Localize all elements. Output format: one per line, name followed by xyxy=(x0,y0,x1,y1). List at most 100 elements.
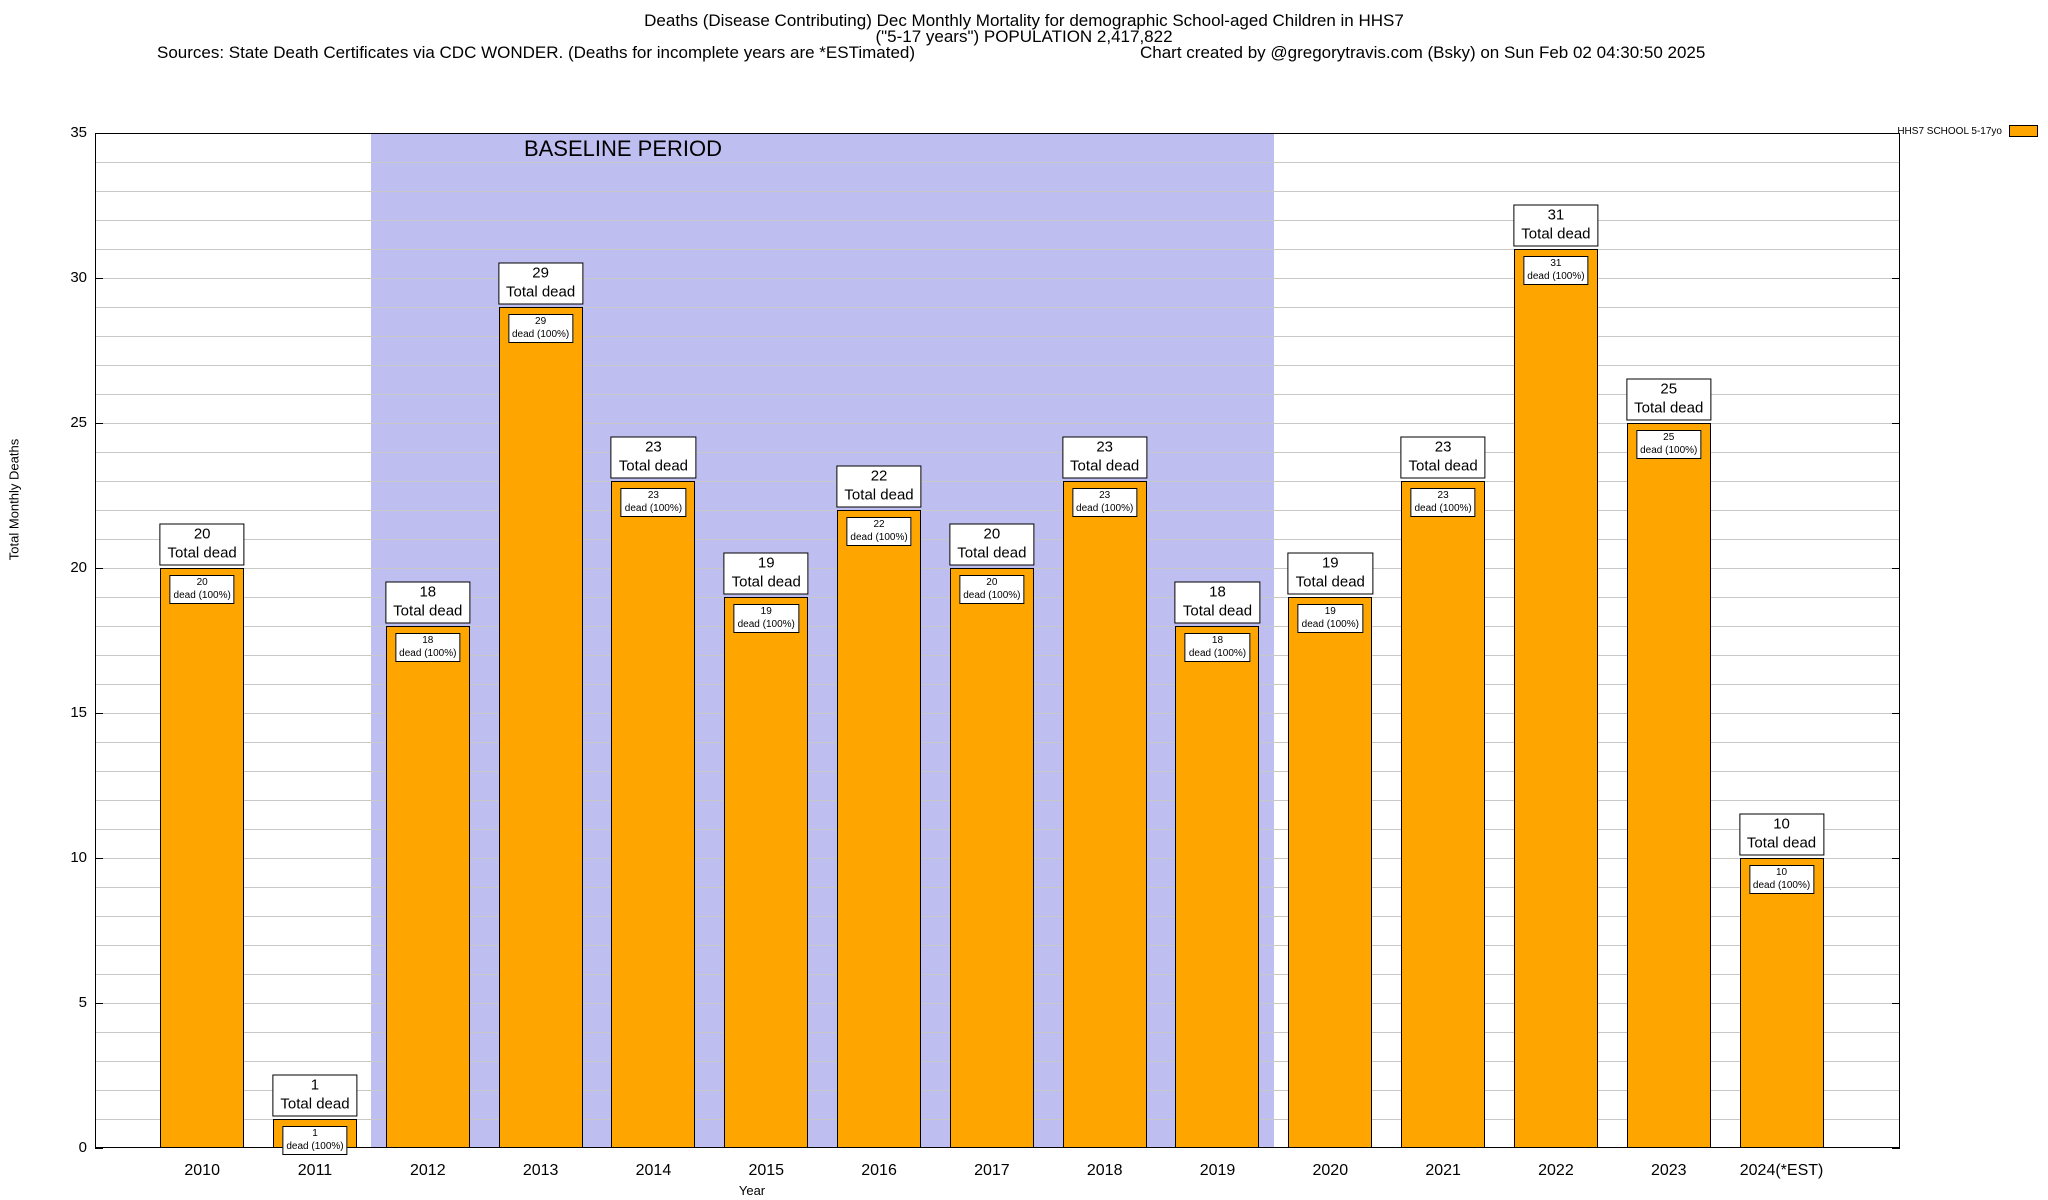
x-tick-label: 2022 xyxy=(1538,1162,1574,1179)
x-tick-label: 2023 xyxy=(1650,1162,1687,1179)
bar xyxy=(1513,249,1598,1148)
y-tickmark-right xyxy=(1892,857,1900,859)
x-tick-label: 2020 xyxy=(1312,1162,1349,1179)
legend-swatch xyxy=(2009,125,2038,137)
bar-total-label: 20 Total dead xyxy=(949,523,1035,565)
x-tick-label: 2024(*EST) xyxy=(1739,1162,1824,1179)
y-tickmark-right xyxy=(1892,132,1900,134)
y-tick-label: 20 xyxy=(70,559,87,576)
y-tickmark xyxy=(95,567,103,569)
bar xyxy=(385,626,470,1148)
gridline xyxy=(95,190,1900,192)
y-tickmark xyxy=(95,132,103,134)
bar xyxy=(1062,481,1147,1148)
bar-inner-label: 1 dead (100%) xyxy=(282,1126,348,1155)
bar-inner-label: 22 dead (100%) xyxy=(846,517,912,546)
gridline xyxy=(95,306,1900,308)
bar-total-label: 19 Total dead xyxy=(1287,552,1373,594)
bar xyxy=(1175,626,1260,1148)
y-tickmark-right xyxy=(1892,567,1900,569)
bar xyxy=(949,568,1034,1148)
bar-total-label: 23 Total dead xyxy=(1400,436,1486,478)
bar-total-label: 31 Total dead xyxy=(1513,204,1599,246)
chart-subtitle: ("5-17 years") POPULATION 2,417,822 xyxy=(875,27,1173,46)
bar-inner-label: 25 dead (100%) xyxy=(1636,430,1702,459)
y-tick-label: 15 xyxy=(70,704,87,721)
y-tick-label: 25 xyxy=(70,414,87,431)
x-axis-label: Year xyxy=(738,1183,766,1198)
y-tickmark xyxy=(95,857,103,859)
bar xyxy=(837,510,922,1148)
bar-total-label: 19 Total dead xyxy=(723,552,809,594)
x-tick-label: 2011 xyxy=(297,1162,333,1179)
bar xyxy=(498,307,583,1148)
x-tick-label: 2017 xyxy=(974,1162,1010,1179)
y-tickmark xyxy=(95,1147,103,1149)
x-tick-label: 2021 xyxy=(1425,1162,1461,1179)
bar-inner-label: 23 dead (100%) xyxy=(620,488,687,517)
gridline xyxy=(95,364,1900,366)
bar-total-label: 23 Total dead xyxy=(610,436,697,478)
bar-total-label: 22 Total dead xyxy=(836,465,922,507)
chart-credit: Chart created by @gregorytravis.com (Bsk… xyxy=(1140,43,1706,62)
bar-inner-label: 18 dead (100%) xyxy=(395,633,461,662)
bar-total-label: 10 Total dead xyxy=(1738,813,1825,855)
bar-inner-label: 29 dead (100%) xyxy=(507,314,574,343)
bar xyxy=(1739,858,1824,1148)
y-tickmark-right xyxy=(1892,422,1900,424)
gridline xyxy=(95,277,1900,279)
x-tick-label: 2012 xyxy=(410,1162,446,1179)
x-tick-label: 2019 xyxy=(1199,1162,1236,1179)
x-tick-label: 2018 xyxy=(1086,1162,1123,1179)
baseline-label: BASELINE PERIOD xyxy=(523,136,723,161)
bar-inner-label: 18 dead (100%) xyxy=(1184,633,1251,662)
chart-sources: Sources: State Death Certificates via CD… xyxy=(157,43,916,62)
gridline xyxy=(95,219,1900,221)
y-tick-label: 5 xyxy=(78,994,87,1011)
legend: HHS7 SCHOOL 5-17yo xyxy=(1897,125,2038,137)
bar-total-label: 1 Total dead xyxy=(272,1074,358,1116)
bar-inner-label: 10 dead (100%) xyxy=(1748,865,1815,894)
y-tickmark-right xyxy=(1892,712,1900,714)
bar xyxy=(1288,597,1373,1148)
bar-total-label: 18 Total dead xyxy=(1174,581,1261,623)
y-tickmark-right xyxy=(1892,1002,1900,1004)
gridline xyxy=(95,422,1900,424)
y-tickmark-right xyxy=(1892,1147,1900,1149)
y-tick-label: 0 xyxy=(78,1139,87,1156)
bar-total-label: 20 Total dead xyxy=(159,523,245,565)
y-tick-label: 30 xyxy=(70,269,87,286)
gridline xyxy=(95,509,1900,511)
chart-title: Deaths (Disease Contributing) Dec Monthl… xyxy=(644,11,1404,30)
bar xyxy=(160,568,245,1148)
x-tick-label: 2015 xyxy=(748,1162,785,1179)
gridline xyxy=(95,480,1900,482)
x-tick-label: 2016 xyxy=(861,1162,897,1179)
gridline xyxy=(95,335,1900,337)
bar xyxy=(1626,423,1711,1148)
y-tickmark xyxy=(95,277,103,279)
bar-inner-label: 19 dead (100%) xyxy=(733,604,799,633)
x-tick-label: 2014 xyxy=(635,1162,672,1179)
y-tick-label: 10 xyxy=(70,849,87,866)
gridline xyxy=(95,161,1900,163)
bar-total-label: 25 Total dead xyxy=(1626,378,1712,420)
bar xyxy=(1401,481,1486,1148)
bar-inner-label: 31 dead (100%) xyxy=(1523,256,1589,285)
bar-inner-label: 20 dead (100%) xyxy=(169,575,235,604)
bar-inner-label: 23 dead (100%) xyxy=(1410,488,1476,517)
y-tickmark xyxy=(95,422,103,424)
y-tickmark xyxy=(95,712,103,714)
y-tick-label: 35 xyxy=(70,124,87,141)
bar xyxy=(724,597,809,1148)
x-tick-label: 2013 xyxy=(522,1162,559,1179)
y-tickmark xyxy=(95,1002,103,1004)
bar xyxy=(611,481,696,1148)
bar-inner-label: 19 dead (100%) xyxy=(1297,604,1363,633)
gridline xyxy=(95,393,1900,395)
gridline xyxy=(95,248,1900,250)
bar-inner-label: 23 dead (100%) xyxy=(1072,488,1138,517)
bar-total-label: 23 Total dead xyxy=(1062,436,1148,478)
